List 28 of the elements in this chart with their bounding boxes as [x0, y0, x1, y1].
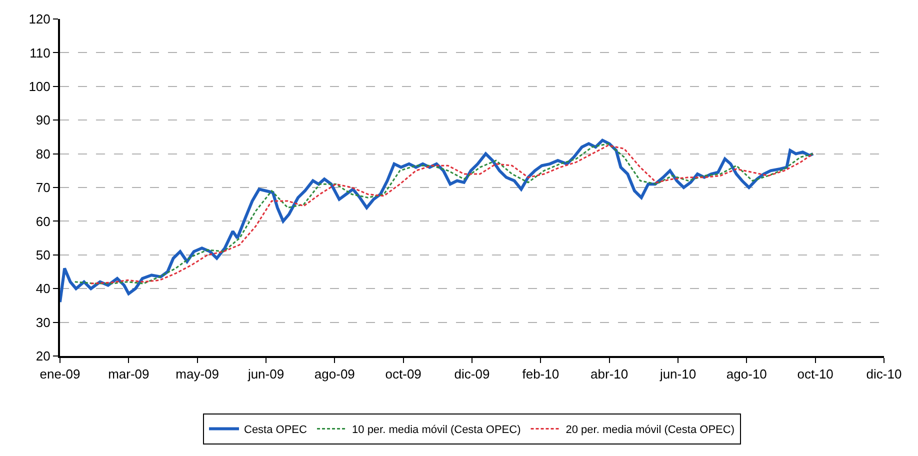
y-tick-label: 30 — [36, 314, 50, 330]
y-tick-label: 80 — [36, 146, 50, 162]
x-tick-label: oct-09 — [385, 366, 422, 382]
line-series — [60, 138, 815, 304]
x-tick-label: ene-09 — [40, 366, 80, 382]
y-tick-label: 60 — [36, 214, 50, 229]
y-tick-label: 20 — [36, 348, 50, 364]
y-tick-label: 100 — [28, 78, 50, 94]
legend-label: 20 per. media móvil (Cesta OPEC) — [566, 424, 734, 436]
legend-label: Cesta OPEC — [244, 424, 308, 436]
x-tick-label: ago-10 — [726, 366, 767, 382]
x-tick-label: jun-10 — [658, 366, 696, 382]
y-tick-label: 40 — [36, 281, 50, 296]
x-tick-label: dic-09 — [454, 366, 490, 382]
x-tick-label: feb-10 — [522, 366, 560, 382]
legend-label: 10 per. media móvil (Cesta OPEC) — [352, 424, 521, 436]
x-tick-label: jun-09 — [246, 366, 284, 382]
x-tick-label: oct-10 — [797, 366, 834, 382]
x-tick-label: mar-09 — [108, 366, 150, 382]
y-tick-label: 110 — [30, 45, 50, 60]
x-tick-label: abr-10 — [590, 366, 628, 382]
x-tick-label: dic-10 — [866, 366, 902, 382]
y-tick-label: 70 — [36, 180, 50, 196]
y-tick-label: 90 — [36, 112, 50, 128]
y-tick-label: 120 — [28, 12, 50, 27]
x-tick-label: may-09 — [176, 366, 220, 382]
y-tick-label: 50 — [36, 247, 50, 262]
x-tick-label: ago-09 — [314, 366, 355, 382]
